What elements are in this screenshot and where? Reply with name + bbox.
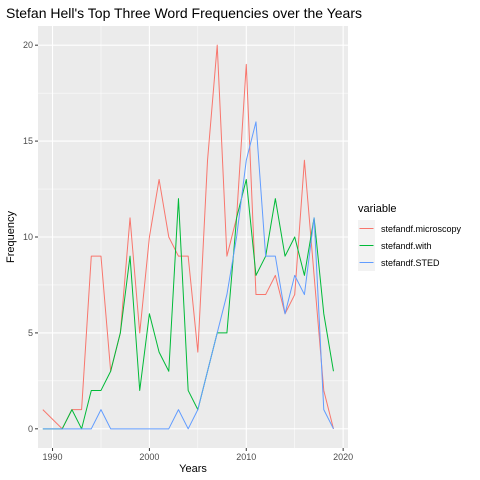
x-tick-label: 2010 bbox=[236, 452, 256, 462]
series-line-2 bbox=[42, 121, 334, 430]
legend-title: variable bbox=[358, 203, 397, 215]
x-tick-label: 2020 bbox=[333, 452, 353, 462]
y-tick-label: 15 bbox=[23, 136, 33, 146]
legend: variable stefandf.microscopy stefandf.wit… bbox=[358, 203, 462, 271]
y-axis: 0 5 10 15 20 bbox=[23, 40, 38, 434]
x-tick-label: 1990 bbox=[43, 452, 63, 462]
y-tick-label: 10 bbox=[23, 232, 33, 242]
y-tick-label: 20 bbox=[23, 40, 33, 50]
x-axis: 1990 2000 2010 2020 bbox=[43, 448, 353, 462]
legend-label: stefandf.microscopy bbox=[381, 224, 462, 234]
y-tick-label: 5 bbox=[28, 328, 33, 338]
series-line-1 bbox=[42, 178, 334, 430]
legend-label: stefandf.STED bbox=[381, 258, 440, 268]
y-axis-title: Frequency bbox=[5, 211, 17, 263]
chart-title: Stefan Hell's Top Three Word Frequencies… bbox=[6, 5, 362, 21]
series-lines bbox=[42, 44, 334, 430]
x-tick-label: 2000 bbox=[139, 452, 159, 462]
y-tick-label: 0 bbox=[28, 424, 33, 434]
legend-label: stefandf.with bbox=[381, 241, 432, 251]
x-axis-title: Years bbox=[179, 463, 207, 475]
